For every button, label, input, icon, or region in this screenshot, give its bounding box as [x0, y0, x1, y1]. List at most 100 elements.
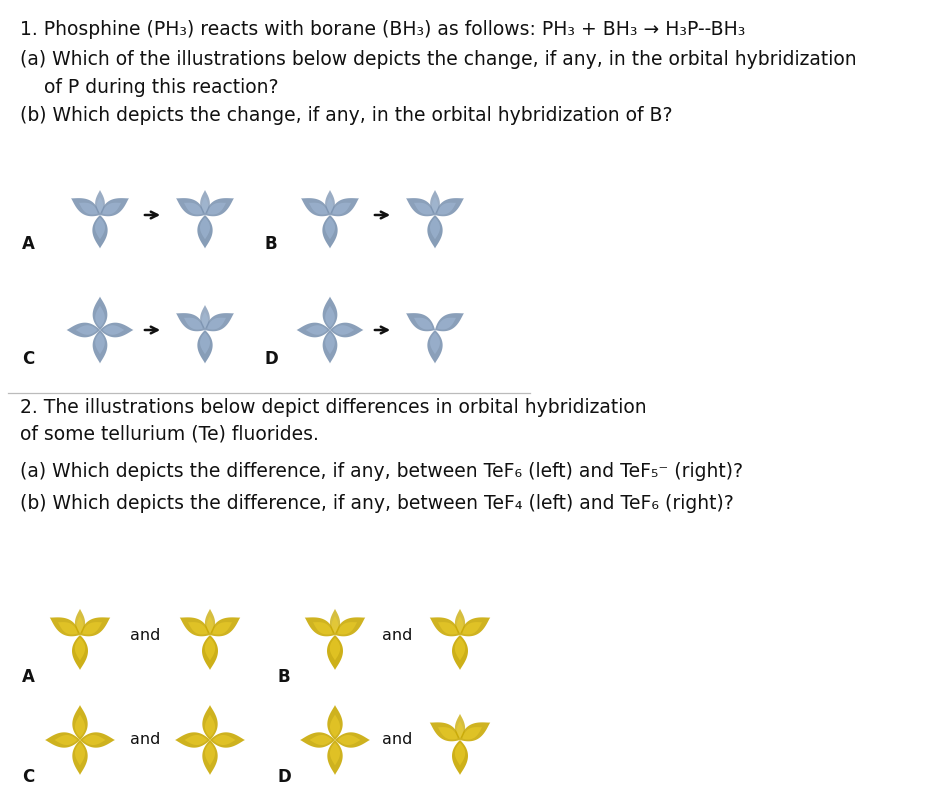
Polygon shape	[49, 617, 80, 637]
Polygon shape	[428, 330, 443, 364]
Polygon shape	[100, 323, 134, 338]
Polygon shape	[75, 637, 85, 660]
Polygon shape	[325, 190, 335, 215]
Polygon shape	[304, 617, 335, 637]
Polygon shape	[406, 313, 435, 331]
Polygon shape	[430, 218, 440, 239]
Polygon shape	[197, 330, 212, 364]
Polygon shape	[300, 733, 335, 748]
Polygon shape	[100, 198, 129, 216]
Polygon shape	[208, 318, 227, 330]
Polygon shape	[335, 617, 365, 637]
Polygon shape	[210, 733, 245, 748]
Polygon shape	[210, 617, 240, 637]
Polygon shape	[205, 715, 215, 737]
Polygon shape	[406, 198, 435, 216]
Text: B: B	[278, 668, 291, 686]
Text: of some tellurium (Te) fluorides.: of some tellurium (Te) fluorides.	[20, 425, 319, 444]
Text: A: A	[22, 668, 35, 686]
Polygon shape	[95, 218, 105, 239]
Text: and: and	[382, 627, 412, 642]
Polygon shape	[305, 325, 327, 334]
Polygon shape	[207, 616, 213, 633]
Polygon shape	[54, 735, 77, 745]
Polygon shape	[435, 198, 464, 216]
Polygon shape	[330, 609, 340, 635]
Polygon shape	[332, 616, 338, 633]
Polygon shape	[175, 733, 210, 748]
Polygon shape	[202, 197, 209, 213]
Polygon shape	[428, 215, 443, 249]
Polygon shape	[202, 740, 218, 775]
Polygon shape	[330, 637, 340, 660]
Polygon shape	[437, 203, 456, 215]
Polygon shape	[325, 218, 335, 239]
Polygon shape	[188, 623, 208, 634]
Polygon shape	[75, 715, 85, 737]
Polygon shape	[333, 203, 351, 215]
Text: C: C	[22, 350, 34, 368]
Polygon shape	[460, 617, 490, 637]
Text: D: D	[265, 350, 279, 368]
Polygon shape	[72, 705, 87, 740]
Polygon shape	[77, 616, 83, 633]
Polygon shape	[297, 323, 330, 338]
Polygon shape	[330, 743, 340, 766]
Polygon shape	[202, 635, 218, 670]
Text: C: C	[22, 768, 34, 786]
Polygon shape	[93, 330, 107, 364]
Polygon shape	[184, 203, 203, 215]
Text: and: and	[130, 733, 160, 748]
Polygon shape	[337, 735, 360, 745]
Polygon shape	[301, 198, 330, 216]
Polygon shape	[455, 609, 465, 635]
Polygon shape	[429, 722, 460, 741]
Polygon shape	[330, 323, 363, 338]
Polygon shape	[325, 333, 335, 354]
Text: A: A	[22, 235, 35, 253]
Polygon shape	[76, 325, 98, 334]
Polygon shape	[333, 325, 355, 334]
Polygon shape	[438, 623, 458, 634]
Polygon shape	[457, 616, 464, 633]
Text: (a) Which of the illustrations below depicts the change, if any, in the orbital : (a) Which of the illustrations below dep…	[20, 50, 857, 69]
Polygon shape	[79, 203, 98, 215]
Polygon shape	[313, 623, 333, 634]
Polygon shape	[80, 733, 115, 748]
Polygon shape	[205, 198, 234, 216]
Polygon shape	[432, 197, 438, 213]
Text: 2. The illustrations below depict differences in orbital hybridization: 2. The illustrations below depict differ…	[20, 398, 647, 417]
Polygon shape	[325, 305, 335, 327]
Polygon shape	[452, 740, 468, 775]
Polygon shape	[455, 714, 465, 740]
Polygon shape	[327, 740, 342, 775]
Polygon shape	[460, 722, 490, 741]
Polygon shape	[200, 218, 210, 239]
Polygon shape	[414, 203, 432, 215]
Polygon shape	[75, 743, 85, 766]
Polygon shape	[430, 190, 440, 215]
Polygon shape	[309, 203, 328, 215]
Polygon shape	[92, 215, 108, 249]
Polygon shape	[200, 190, 210, 215]
Polygon shape	[46, 733, 80, 748]
Polygon shape	[202, 312, 209, 328]
Polygon shape	[200, 305, 210, 330]
Text: (a) Which depicts the difference, if any, between TeF₆ (left) and TeF₅⁻ (right)?: (a) Which depicts the difference, if any…	[20, 462, 743, 481]
Polygon shape	[197, 215, 212, 249]
Text: (b) Which depicts the change, if any, in the orbital hybridization of B?: (b) Which depicts the change, if any, in…	[20, 106, 672, 125]
Polygon shape	[322, 330, 337, 364]
Polygon shape	[327, 635, 343, 670]
Text: and: and	[382, 733, 412, 748]
Polygon shape	[72, 740, 87, 775]
Text: and: and	[130, 627, 160, 642]
Text: of P during this reaction?: of P during this reaction?	[20, 78, 279, 97]
Polygon shape	[430, 333, 440, 354]
Polygon shape	[58, 623, 78, 634]
Polygon shape	[200, 333, 210, 354]
Polygon shape	[438, 727, 458, 740]
Polygon shape	[330, 715, 340, 737]
Polygon shape	[176, 198, 205, 216]
Polygon shape	[414, 318, 432, 330]
Polygon shape	[95, 333, 105, 354]
